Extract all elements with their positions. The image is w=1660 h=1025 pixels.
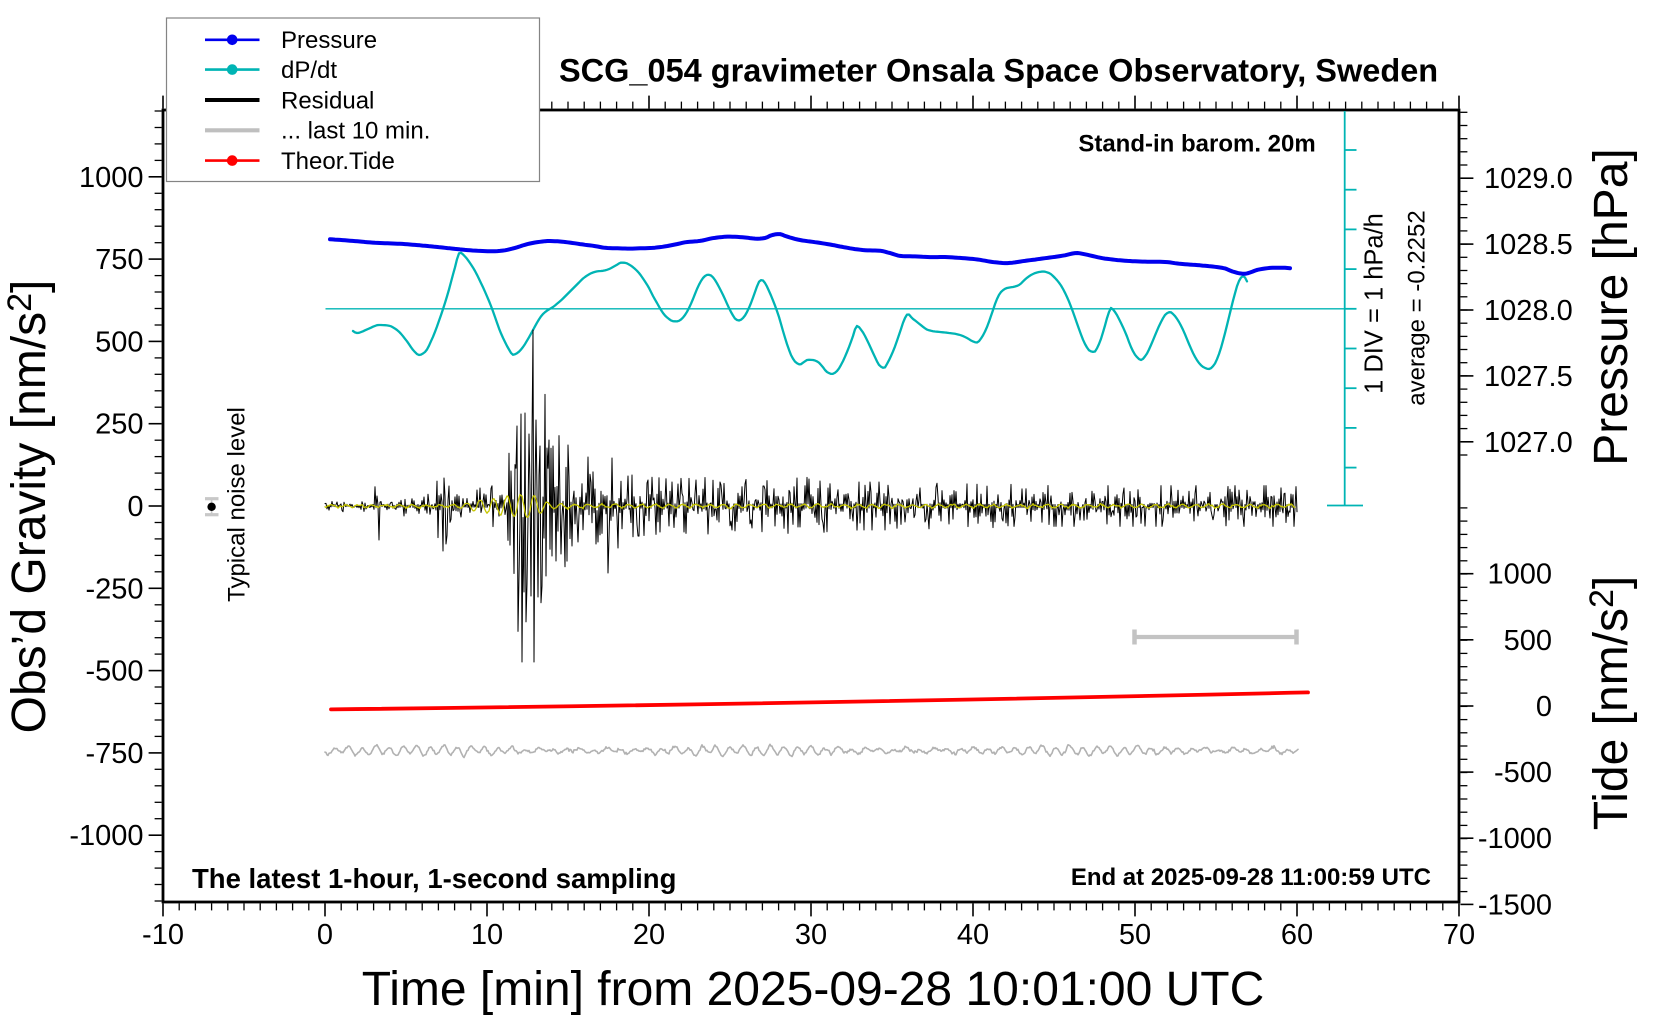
svg-text:1027.0: 1027.0 <box>1484 427 1573 459</box>
svg-text:-250: -250 <box>85 573 143 605</box>
svg-text:Stand-in barom. 20m: Stand-in barom. 20m <box>1078 131 1315 158</box>
svg-text:-500: -500 <box>1494 757 1552 789</box>
svg-text:The latest 1-hour, 1-second sa: The latest 1-hour, 1-second sampling <box>192 863 676 894</box>
svg-text:1 DIV = 1 hPa/h: 1 DIV = 1 hPa/h <box>1361 213 1389 394</box>
svg-text:0: 0 <box>317 919 333 951</box>
svg-text:1000: 1000 <box>79 162 144 194</box>
svg-text:Obs’d Gravity [nm/s2]: Obs’d Gravity [nm/s2] <box>1 280 56 734</box>
svg-text:Time [min] from 2025-09-28 10:: Time [min] from 2025-09-28 10:01:00 UTC <box>362 963 1265 1016</box>
svg-text:500: 500 <box>1504 625 1552 657</box>
svg-text:250: 250 <box>95 409 143 441</box>
svg-text:0: 0 <box>127 491 143 523</box>
svg-text:-750: -750 <box>85 738 143 770</box>
svg-text:Pressure: Pressure <box>281 27 377 54</box>
svg-text:70: 70 <box>1443 919 1475 951</box>
svg-text:Residual: Residual <box>281 87 374 114</box>
svg-text:SCG_054 gravimeter Onsala Spac: SCG_054 gravimeter Onsala Space Observat… <box>559 53 1438 89</box>
svg-text:-1000: -1000 <box>69 820 143 852</box>
svg-text:1029.0: 1029.0 <box>1484 163 1573 195</box>
svg-text:-500: -500 <box>85 656 143 688</box>
svg-text:1028.5: 1028.5 <box>1484 229 1573 261</box>
svg-text:60: 60 <box>1281 919 1313 951</box>
svg-text:500: 500 <box>95 326 143 358</box>
svg-text:1000: 1000 <box>1487 559 1552 591</box>
svg-text:30: 30 <box>795 919 827 951</box>
svg-text:-1500: -1500 <box>1478 889 1552 921</box>
svg-text:... last 10 min.: ... last 10 min. <box>281 118 430 145</box>
svg-text:40: 40 <box>957 919 989 951</box>
svg-text:20: 20 <box>633 919 665 951</box>
svg-text:1028.0: 1028.0 <box>1484 295 1573 327</box>
svg-text:End at 2025-09-28 11:00:59 UTC: End at 2025-09-28 11:00:59 UTC <box>1071 864 1431 891</box>
svg-text:1027.5: 1027.5 <box>1484 361 1573 393</box>
svg-text:0: 0 <box>1536 691 1552 723</box>
svg-text:750: 750 <box>95 244 143 276</box>
svg-text:10: 10 <box>471 919 503 951</box>
svg-text:50: 50 <box>1119 919 1151 951</box>
svg-text:-1000: -1000 <box>1478 823 1552 855</box>
svg-text:Typical noise level: Typical noise level <box>224 407 251 602</box>
svg-text:-10: -10 <box>142 919 184 951</box>
svg-text:Theor.Tide: Theor.Tide <box>281 148 395 175</box>
svg-text:Pressure [hPa]: Pressure [hPa] <box>1585 148 1638 465</box>
svg-text:dP/dt: dP/dt <box>281 57 337 84</box>
svg-text:Tide [nm/s2]: Tide [nm/s2] <box>1583 576 1638 831</box>
svg-text:average = -0.2252: average = -0.2252 <box>1404 210 1431 405</box>
